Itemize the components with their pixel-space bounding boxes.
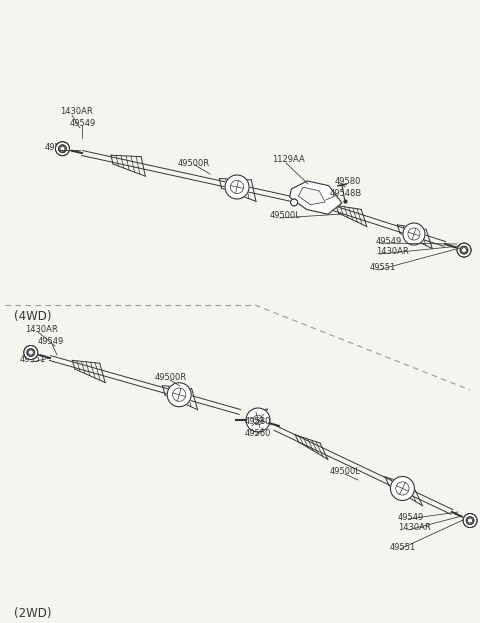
Text: 1430AR: 1430AR [376,247,409,257]
Text: 49500R: 49500R [155,374,187,383]
Text: 1430AR: 1430AR [398,523,431,533]
Circle shape [24,346,38,359]
Circle shape [56,141,70,156]
Text: 49549: 49549 [376,237,402,245]
Text: 49549: 49549 [398,513,424,521]
Polygon shape [298,188,325,204]
Circle shape [390,477,414,500]
Text: 49500L: 49500L [330,467,361,477]
Circle shape [246,408,270,432]
Circle shape [457,243,471,257]
Text: 49580: 49580 [245,417,271,427]
Text: (4WD): (4WD) [14,310,52,323]
Polygon shape [289,181,342,214]
Text: 49549: 49549 [38,338,64,346]
Text: 49560: 49560 [245,429,271,439]
Text: 49548B: 49548B [330,189,362,197]
Text: 49551: 49551 [370,264,396,272]
Circle shape [290,199,298,206]
Circle shape [225,175,249,199]
Text: 49500L: 49500L [270,211,301,221]
Text: 49551: 49551 [45,143,71,153]
Text: 49549: 49549 [70,120,96,128]
Text: 1129AA: 1129AA [272,156,305,164]
Circle shape [167,383,191,407]
Text: (2WD): (2WD) [14,607,52,621]
Text: 1430AR: 1430AR [60,108,93,117]
Text: 49500R: 49500R [178,158,210,168]
Text: 49580: 49580 [335,176,361,186]
Text: 49551: 49551 [20,356,46,364]
Circle shape [403,223,425,245]
Text: 49551: 49551 [390,543,416,551]
Text: 1430AR: 1430AR [25,325,58,335]
Circle shape [463,513,477,528]
